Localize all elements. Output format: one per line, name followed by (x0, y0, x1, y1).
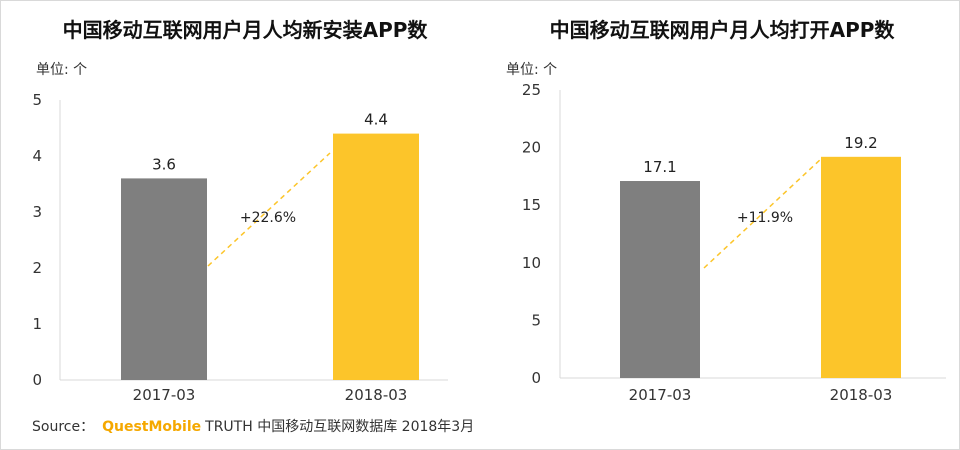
chart-title: 中国移动互联网用户月人均新安装APP数 (63, 18, 429, 42)
chart-opened-apps: 中国移动互联网用户月人均打开APP数 单位: 个 0 5 10 15 20 25 17.1… (506, 18, 946, 404)
x-category-label: 2018-03 (345, 386, 408, 404)
bar-value-label: 3.6 (152, 155, 176, 173)
bar-value-label: 4.4 (364, 111, 388, 129)
source-note: Source： QuestMobile TRUTH 中国移动互联网数据库 2018年… (32, 416, 474, 436)
y-tick-label: 5 (32, 91, 42, 109)
bar (121, 178, 207, 380)
unit-label: 单位: 个 (506, 62, 557, 78)
chart-new-installs: 中国移动互联网用户月人均新安装APP数 单位: 个 0 1 2 3 4 5 3.6 2017… (32, 18, 448, 404)
y-tick-label: 2 (32, 259, 42, 277)
y-tick-label: 3 (32, 203, 42, 221)
chart-title: 中国移动互联网用户月人均打开APP数 (550, 18, 896, 42)
growth-label: +22.6% (240, 210, 296, 226)
bar-value-label: 17.1 (643, 158, 676, 176)
unit-label: 单位: 个 (36, 62, 87, 78)
x-category-label: 2017-03 (629, 386, 692, 404)
growth-trend-line (207, 152, 331, 267)
growth-label: +11.9% (737, 210, 793, 226)
bar (620, 181, 700, 378)
bar-value-label: 19.2 (844, 134, 877, 152)
source-prefix: Source： (32, 419, 95, 435)
y-tick-label: 25 (522, 81, 541, 99)
x-category-label: 2017-03 (133, 386, 196, 404)
y-tick-label: 20 (522, 139, 541, 157)
bar (821, 156, 901, 378)
y-tick-label: 1 (32, 315, 42, 333)
questmobile-brand: QuestMobile (102, 419, 202, 435)
bar (333, 133, 419, 380)
y-tick-label: 0 (531, 369, 541, 387)
source-suffix: TRUTH 中国移动互联网数据库 2018年3月 (205, 419, 475, 435)
y-tick-label: 0 (32, 371, 42, 389)
y-tick-label: 4 (32, 147, 42, 165)
y-tick-label: 10 (522, 254, 541, 272)
y-tick-label: 5 (531, 311, 541, 329)
y-tick-label: 15 (522, 196, 541, 214)
x-category-label: 2018-03 (830, 386, 893, 404)
